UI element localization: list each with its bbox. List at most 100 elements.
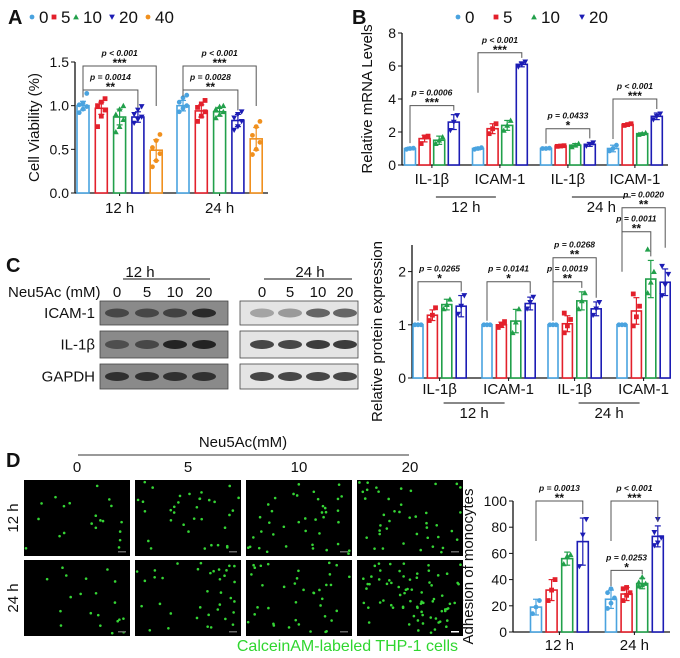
- category-label: ICAM-1: [609, 171, 660, 188]
- data-point: [98, 113, 104, 119]
- cell-dot: [237, 496, 240, 500]
- bar-a-5: [94, 107, 109, 194]
- cell-dot: [96, 613, 100, 617]
- significance-bracket: [621, 231, 652, 272]
- cell-dot: [117, 546, 121, 549]
- cell-dot: [393, 510, 396, 513]
- data-point: [635, 579, 642, 585]
- data-point: [461, 293, 468, 299]
- scale-bar: [340, 631, 348, 633]
- y-axis-label: Adhesion of monocytes: [460, 489, 477, 645]
- cell-dot: [459, 511, 462, 514]
- data-point: [253, 124, 259, 130]
- cell-dot: [101, 519, 105, 523]
- legend-item: 20: [119, 8, 138, 27]
- micrographs: Neu5Ac(mM) 0 5 10 20 12 h 24 h CalceinAM-labe…: [5, 434, 463, 655]
- cell-dot: [401, 605, 405, 609]
- cell-dot: [106, 568, 109, 571]
- data-point: [439, 134, 446, 140]
- cell-dot: [436, 574, 440, 577]
- data-point: [112, 111, 119, 117]
- micrograph-caption: CalceinAM-labeled THP-1 cells: [237, 638, 458, 655]
- p-value-label: p = 0.0014: [89, 72, 131, 82]
- cell-dot: [402, 562, 406, 565]
- cell-dot: [459, 563, 462, 566]
- cell-dot: [217, 568, 221, 571]
- data-point: [131, 120, 138, 127]
- cell-dot: [440, 594, 444, 597]
- data-point: [554, 143, 560, 149]
- data-point: [479, 145, 484, 151]
- cell-dot: [416, 619, 420, 622]
- bar-b-5: [554, 145, 567, 166]
- p-value-label: p = 0.0028: [189, 72, 231, 82]
- cell-dot: [293, 582, 297, 585]
- western-blot: 12 h 24 h Neu5Ac (mM) 0 5 10 20 0 5 10 20 ICAM-…: [8, 264, 359, 390]
- cell-dot: [391, 606, 395, 609]
- data-point: [605, 590, 610, 596]
- cell-dot: [377, 490, 380, 493]
- data-point: [593, 306, 600, 312]
- cell-dot: [434, 482, 437, 486]
- cell-dot: [266, 503, 270, 506]
- data-point: [549, 587, 554, 593]
- cell-dot: [122, 617, 125, 620]
- bar-b-10: [635, 132, 649, 166]
- significance-bracket: [545, 128, 591, 144]
- data-point: [651, 543, 658, 549]
- data-point: [578, 297, 585, 304]
- cell-dot: [40, 502, 43, 505]
- cell-dot: [407, 623, 411, 626]
- data-point: [607, 148, 612, 154]
- cell-dot: [89, 611, 93, 615]
- data-point: [116, 123, 123, 130]
- y-tick-label: 60: [491, 545, 507, 561]
- cell-dot: [430, 584, 433, 587]
- blot-lane-label: 20: [196, 284, 213, 301]
- data-point: [407, 146, 413, 151]
- data-point: [583, 516, 590, 523]
- cell-dot: [382, 513, 386, 517]
- cell-dot: [118, 538, 122, 542]
- y-tick-label: 40: [491, 572, 507, 588]
- cell-dot: [231, 509, 235, 512]
- cell-dot: [433, 628, 437, 631]
- data-point: [418, 322, 424, 328]
- cell-dot: [302, 588, 305, 592]
- data-point: [628, 121, 634, 127]
- data-point: [220, 102, 227, 109]
- data-point: [516, 305, 522, 312]
- cell-dot: [59, 609, 62, 613]
- cell-dot: [224, 617, 227, 621]
- data-point: [212, 106, 219, 112]
- cell-dot: [213, 500, 216, 504]
- cell-dot: [323, 614, 327, 618]
- cell-dot: [206, 589, 209, 593]
- cell-dot: [378, 529, 381, 532]
- data-point: [545, 598, 551, 603]
- cell-dot: [95, 484, 99, 488]
- significance-stars: ***: [425, 96, 439, 110]
- cell-dot: [218, 603, 222, 606]
- data-point: [235, 124, 241, 130]
- bar-c-10: [575, 300, 588, 379]
- cell-dot: [330, 619, 333, 622]
- cell-dot: [252, 536, 255, 539]
- cell-dot: [176, 562, 179, 565]
- cell-dot: [266, 562, 270, 566]
- cell-dot: [348, 575, 351, 579]
- blot-band: [192, 308, 216, 318]
- cell-dot: [373, 547, 376, 550]
- cell-dot: [297, 520, 301, 524]
- data-point: [527, 300, 534, 306]
- micrograph-image: [357, 480, 463, 556]
- cell-dot: [94, 514, 98, 517]
- legend-item: 20: [589, 8, 608, 27]
- cell-dot: [445, 619, 449, 622]
- legend-item: 10: [83, 8, 102, 27]
- cell-dot: [228, 513, 231, 517]
- data-point: [659, 293, 665, 299]
- cell-dot: [253, 613, 256, 616]
- data-point: [455, 14, 461, 20]
- micrograph-image: [135, 560, 241, 636]
